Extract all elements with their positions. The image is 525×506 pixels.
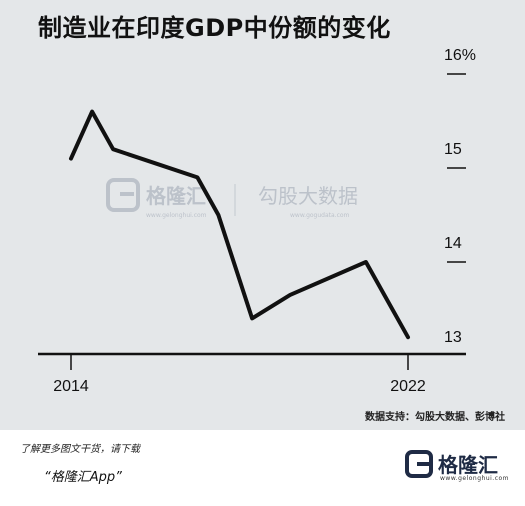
- x-tick-label: 2022: [390, 378, 426, 395]
- footer-app-name[interactable]: “格隆汇App”: [44, 470, 122, 485]
- footer-logo-url: www.gelonghui.com: [440, 475, 510, 482]
- footer-logo-name: 格隆汇: [438, 453, 498, 477]
- data-point: [196, 176, 198, 178]
- footer-logo[interactable]: 格隆汇 www.gelonghui.com: [404, 445, 514, 491]
- y-tick-label: 13: [444, 329, 462, 346]
- y-axis: 13 14 15 16%: [444, 47, 476, 346]
- watermark-brand: 格隆汇: [146, 184, 206, 208]
- watermark-partner-url: www.gogudata.com: [290, 212, 350, 219]
- y-tick-label: 15: [444, 141, 462, 158]
- data-point: [289, 294, 291, 296]
- watermark-partner: 勾股大数据: [258, 184, 358, 208]
- gelonghui-logo-icon: [405, 450, 433, 478]
- data-point: [407, 336, 409, 338]
- data-point: [251, 317, 253, 319]
- source-text: 数据支持：勾股大数据、彭博社: [365, 412, 505, 423]
- series-line: [69, 109, 410, 340]
- data-point: [112, 148, 114, 150]
- chart-card: [0, 0, 525, 430]
- data-point: [70, 158, 72, 160]
- data-point: [91, 111, 93, 113]
- data-point: [154, 162, 156, 164]
- y-tick-label: 16%: [444, 47, 476, 64]
- series-layer: [69, 109, 410, 340]
- data-point: [365, 261, 367, 263]
- chart-title: 制造业在印度GDP中份额的变化: [38, 14, 391, 42]
- watermark-brand-url: www.gelonghui.com: [146, 212, 207, 219]
- gelonghui-logo-icon: [106, 178, 140, 212]
- x-axis: 2014 2022: [38, 352, 466, 395]
- line-chart: 格隆汇 www.gelonghui.com 勾股大数据 www.gogudata…: [38, 47, 476, 395]
- watermark: 格隆汇 www.gelonghui.com 勾股大数据 www.gogudata…: [106, 178, 358, 219]
- y-tick-label: 14: [444, 235, 462, 252]
- x-tick-label: 2014: [53, 378, 89, 395]
- footer-note: 了解更多图文干货，请下载: [20, 444, 140, 455]
- data-point: [217, 214, 219, 216]
